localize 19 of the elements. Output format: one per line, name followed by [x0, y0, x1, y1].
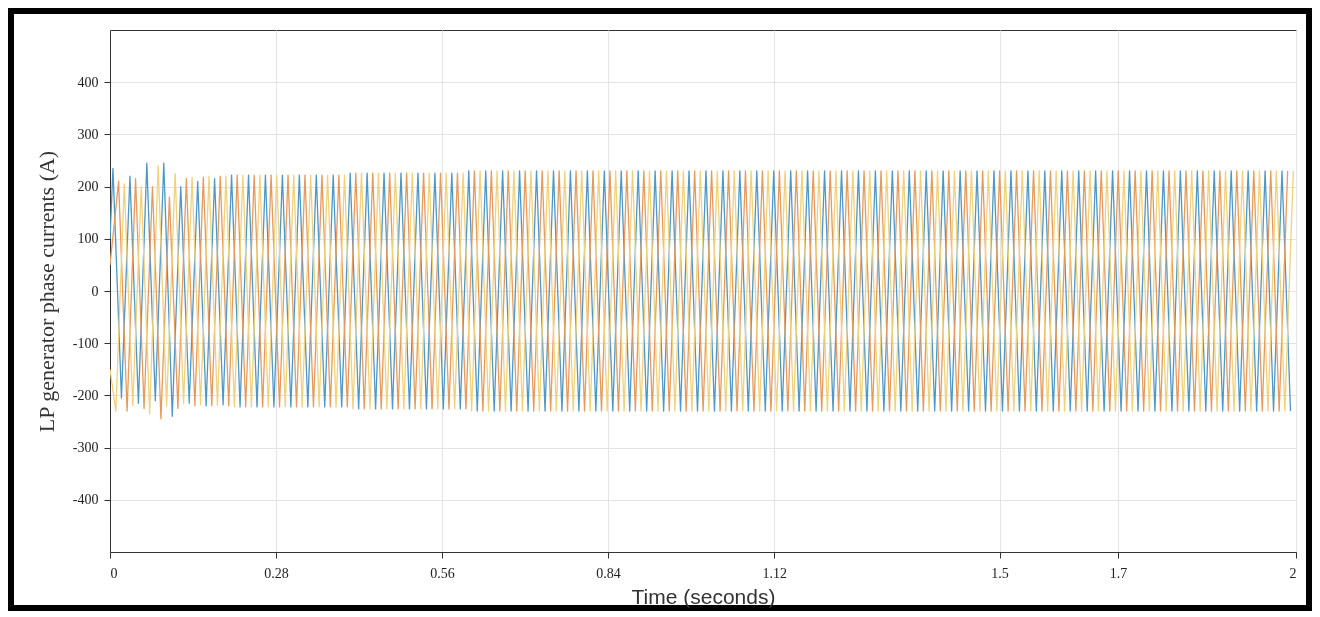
y-tick-label: 0 [91, 283, 99, 299]
x-tick-label: 1.7 [1109, 565, 1128, 581]
x-tick-label: 2 [1289, 565, 1297, 581]
x-tick-label: 1.5 [991, 565, 1009, 581]
x-tick-label: 0.84 [596, 565, 621, 581]
x-tick-label: 0.56 [430, 565, 455, 581]
y-tick-label: -300 [72, 440, 99, 456]
y-tick-label: 200 [77, 179, 99, 195]
x-axis-title: Time (seconds) [631, 584, 776, 608]
x-tick-label: 0 [110, 565, 118, 581]
y-tick-label: -400 [72, 492, 99, 508]
x-tick-label: 1.12 [762, 565, 787, 581]
y-tick-label: 100 [77, 231, 99, 247]
y-tick-label: 400 [77, 74, 99, 90]
y-tick-label: -200 [72, 387, 99, 403]
y-axis-title: LP generator phase currents (A) [33, 150, 59, 433]
y-tick-label: -100 [72, 335, 99, 351]
y-tick-label: 300 [77, 126, 99, 142]
x-tick-label: 0.28 [264, 565, 289, 581]
